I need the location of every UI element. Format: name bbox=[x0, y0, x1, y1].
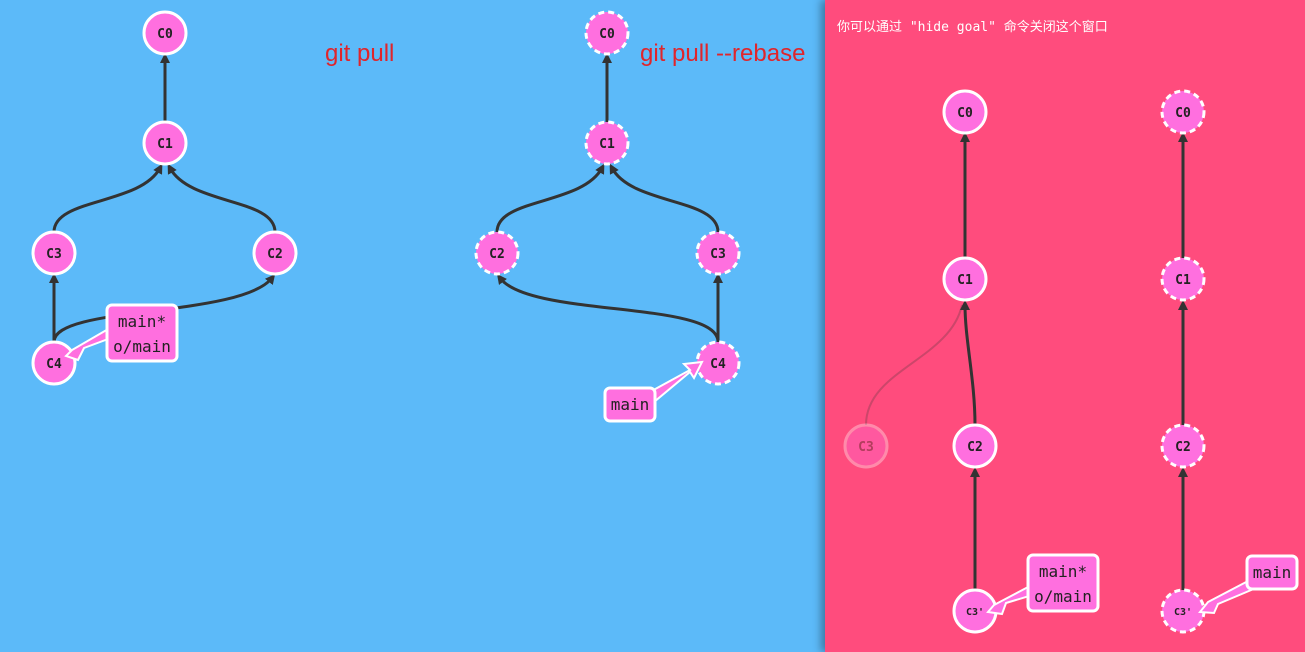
commit-node[interactable]: C3 bbox=[31, 230, 77, 276]
git-pull-rebase-annotation: git pull --rebase bbox=[640, 40, 806, 67]
commit-label: C0 bbox=[957, 106, 973, 121]
branch-name: main bbox=[611, 395, 650, 414]
rebase-tree: C0 C1 C2 C3 C4 main bbox=[474, 10, 741, 423]
commit-label: C1 bbox=[957, 273, 973, 288]
commit-label: C2 bbox=[267, 247, 283, 262]
goal-left-tree: C0 C1 C3 C2 C3' main* o/mai bbox=[843, 89, 1100, 634]
edge-c2-c1 bbox=[167, 163, 277, 233]
goal-hint-text: 你可以通过 "hide goal" 命令关闭这个窗口 bbox=[837, 20, 1108, 35]
commit-label: C2 bbox=[489, 247, 505, 262]
commit-label: C1 bbox=[599, 137, 615, 152]
commit-label: C0 bbox=[157, 27, 173, 42]
branch-name: main* bbox=[118, 312, 166, 331]
branch-name: main* bbox=[1039, 562, 1087, 581]
commit-node[interactable]: C3' bbox=[1160, 588, 1206, 634]
branch-label-main[interactable]: main* o/main bbox=[986, 553, 1100, 616]
edge-c2-c1 bbox=[495, 163, 605, 233]
commit-node[interactable]: C0 bbox=[942, 89, 988, 135]
commit-node[interactable]: C2 bbox=[252, 230, 298, 276]
commit-label: C1 bbox=[1175, 273, 1191, 288]
commit-label: C1 bbox=[157, 137, 173, 152]
commit-node[interactable]: C2 bbox=[952, 423, 998, 469]
commit-label: C3' bbox=[1174, 607, 1192, 618]
edge-c2-c1 bbox=[960, 300, 977, 426]
commit-node[interactable]: C2 bbox=[1160, 423, 1206, 469]
commit-node[interactable]: C0 bbox=[584, 10, 630, 56]
commit-node[interactable]: C4 bbox=[695, 340, 741, 386]
edge-c3-c1 bbox=[609, 163, 720, 233]
commit-label: C0 bbox=[1175, 106, 1191, 121]
commit-node[interactable]: C2 bbox=[474, 230, 520, 276]
goal-right-tree: C0 C1 C2 C3' main bbox=[1160, 89, 1299, 634]
branch-label-main[interactable]: main bbox=[1198, 554, 1299, 615]
commit-node[interactable]: C3 bbox=[695, 230, 741, 276]
commit-label: C4 bbox=[46, 357, 62, 372]
branch-name: main bbox=[1253, 563, 1292, 582]
commit-node[interactable]: C1 bbox=[942, 256, 988, 302]
commit-label: C3 bbox=[858, 440, 874, 455]
commit-label: C3 bbox=[46, 247, 62, 262]
goal-window[interactable] bbox=[825, 0, 1305, 652]
branch-name: o/main bbox=[113, 337, 171, 356]
commit-label: C0 bbox=[599, 27, 615, 42]
commit-node[interactable]: C0 bbox=[142, 10, 188, 56]
commit-label: C4 bbox=[710, 357, 726, 372]
branch-label-main[interactable]: main* o/main bbox=[64, 303, 179, 363]
commit-node[interactable]: C0 bbox=[1160, 89, 1206, 135]
commit-label: C2 bbox=[1175, 440, 1191, 455]
commit-label: C3 bbox=[710, 247, 726, 262]
branch-arrow bbox=[646, 360, 704, 404]
commit-node[interactable]: C1 bbox=[142, 120, 188, 166]
edge-c4-c2 bbox=[496, 274, 720, 343]
branch-label-main[interactable]: main bbox=[603, 360, 704, 423]
edge-c3-c1-faded bbox=[865, 304, 963, 426]
pull-tree: C0 C1 C3 C2 C4 main* o/main bbox=[31, 10, 298, 386]
commit-label: C3' bbox=[966, 607, 984, 618]
commit-label: C2 bbox=[967, 440, 983, 455]
commit-node[interactable]: C1 bbox=[1160, 256, 1206, 302]
edge-c3-c1 bbox=[52, 163, 163, 233]
commit-node[interactable]: C1 bbox=[584, 120, 630, 166]
commit-node[interactable]: C4 bbox=[31, 340, 77, 386]
commit-node-faded[interactable]: C3 bbox=[843, 423, 889, 469]
git-pull-annotation: git pull bbox=[325, 40, 395, 67]
branch-name: o/main bbox=[1034, 587, 1092, 606]
